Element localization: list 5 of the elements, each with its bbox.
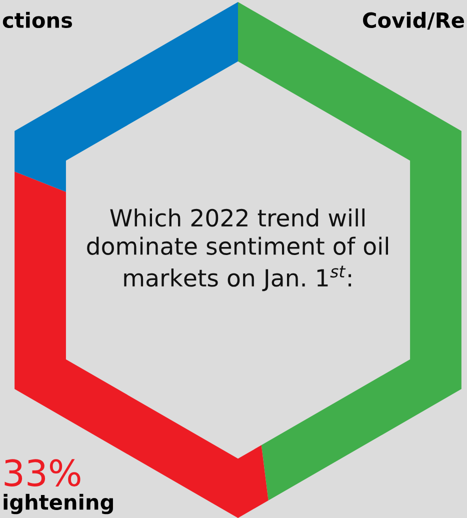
slice-label: Covid/Re (363, 12, 464, 30)
slice-label: ightening (4, 494, 113, 514)
data-label: 33% (4, 459, 80, 486)
slice-label: ctions (2, 12, 72, 28)
text: Which 2022 trend will dominate sentiment of oil markets on Jan. 1$^{st}$: (87, 208, 388, 292)
